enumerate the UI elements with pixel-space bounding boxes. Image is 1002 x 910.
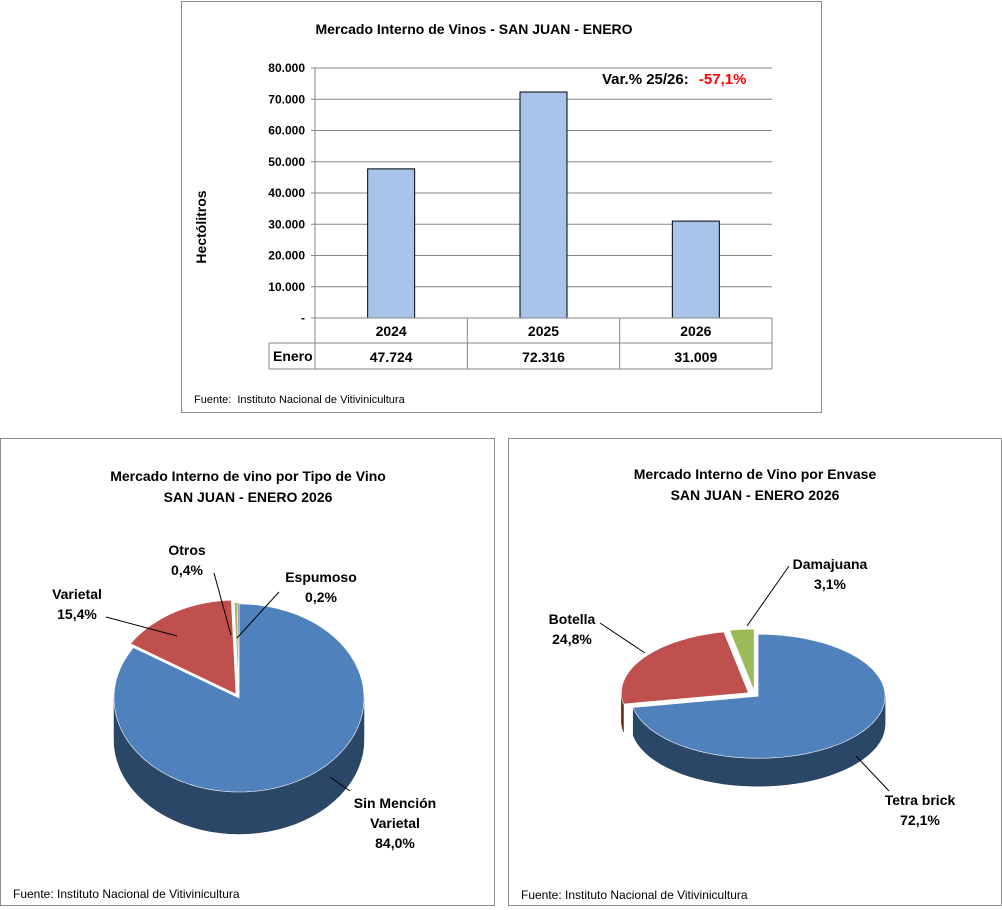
y-tick-label: - [301, 311, 305, 325]
variation-annotation: Var.% 25/26: -57,1% [602, 71, 746, 88]
leader-line [213, 572, 232, 636]
pie-chart-tipo: Mercado Interno de vino por Tipo de Vino… [13, 468, 436, 901]
pie-slice-botella [621, 631, 749, 705]
pie-slice-sin-mención-varietal [113, 603, 365, 793]
data-table: 2024 47.724 2025 72.316 2026 31.009 Enero [268, 317, 773, 370]
value-label: 31.009 [674, 349, 717, 365]
value-label: 72.316 [522, 349, 565, 365]
x-tick-label: 2024 [376, 323, 407, 339]
pie-label: 72,1% [900, 812, 940, 828]
bar-2024 [367, 168, 416, 319]
pie-envase-title-line1: Mercado Interno de Vino por Envase [634, 466, 877, 482]
leader-line [746, 565, 790, 627]
leader-line [329, 776, 351, 792]
y-tick-label: 20.000 [268, 249, 305, 263]
bar-chart: Mercado Interno de Vinos - SAN JUAN - EN… [193, 21, 773, 406]
leader-line [599, 622, 646, 654]
pie-label: Espumoso [285, 569, 357, 585]
source-note: Fuente: Instituto Nacional de Vitivinicu… [194, 394, 406, 406]
pie-label: Otros [168, 542, 206, 558]
pie-slice-varietal [130, 599, 237, 695]
bar-2025 [519, 91, 568, 319]
pie-tipo-title-line1: Mercado Interno de vino por Tipo de Vino [110, 468, 386, 484]
pie-label: 0,4% [171, 562, 203, 578]
value-label: 47.724 [370, 349, 413, 365]
leader-line [855, 755, 890, 792]
pie-tipo-title-line2: SAN JUAN - ENERO 2026 [164, 489, 333, 505]
pie-envase-slices [621, 628, 886, 787]
pie-label: Sin Mención [354, 795, 436, 811]
x-tick-label: 2026 [680, 323, 711, 339]
pie-slice-damajuana [729, 628, 755, 692]
pie-label: Varietal [370, 815, 420, 831]
pie-label: 84,0% [375, 835, 415, 851]
bar-chart-panel: Mercado Interno de Vinos - SAN JUAN - EN… [181, 1, 822, 413]
pie-envase-title-line2: SAN JUAN - ENERO 2026 [671, 487, 840, 503]
y-tick-label: 30.000 [268, 217, 305, 231]
variation-label: Var.% 25/26: [602, 71, 689, 88]
pie-envase-labels: Tetra brick 72,1% Botella 24,8% Damajuana 3,1… [549, 556, 956, 828]
y-tick-labels: - 10.000 20.000 30.000 40.000 50.000 60.000 70.… [268, 61, 305, 325]
pie-tipo-slices [113, 599, 365, 835]
pie-chart-envase: Mercado Interno de Vino por Envase SAN J… [521, 466, 956, 902]
leader-line [236, 591, 280, 639]
pie-slice-espumoso [237, 602, 240, 697]
pie-chart-tipo-panel: Mercado Interno de vino por Tipo de Vino… [0, 438, 495, 906]
y-tick-label: 40.000 [268, 186, 305, 200]
pie-label: 15,4% [57, 606, 97, 622]
x-tick-label: 2025 [528, 323, 559, 339]
y-axis-label: Hectólitros [193, 190, 209, 263]
y-tick-label: 50.000 [268, 155, 305, 169]
pie-slice-tetra-brick [632, 633, 886, 759]
bar-chart-title: Mercado Interno de Vinos - SAN JUAN - EN… [315, 21, 632, 37]
pie-label: Tetra brick [885, 792, 956, 808]
table-row-label: Enero [273, 348, 313, 364]
variation-value: -57,1% [699, 71, 747, 88]
y-tick-label: 80.000 [268, 61, 305, 75]
pie-tipo-labels: Sin Mención Varietal 84,0% Varietal 15,4% Otr… [52, 542, 436, 851]
pie-chart-envase-panel: Mercado Interno de Vino por Envase SAN J… [508, 438, 1002, 906]
pie-label: Damajuana [793, 556, 868, 572]
pie-label: 3,1% [814, 576, 846, 592]
pie-label: 24,8% [552, 631, 592, 647]
bar-series [367, 91, 720, 319]
y-tick-label: 60.000 [268, 124, 305, 138]
y-tick-label: 10.000 [268, 280, 305, 294]
pie-label: Botella [549, 611, 596, 627]
pie-envase-source: Fuente: Instituto Nacional de Vitivinicu… [521, 888, 748, 902]
pie-tipo-source: Fuente: Instituto Nacional de Vitivinicu… [13, 887, 240, 901]
pie-label: 0,2% [305, 589, 337, 605]
y-tick-label: 70.000 [268, 92, 305, 106]
bar-2026 [671, 220, 720, 319]
pie-label: Varietal [52, 586, 102, 602]
leader-line [105, 616, 178, 637]
